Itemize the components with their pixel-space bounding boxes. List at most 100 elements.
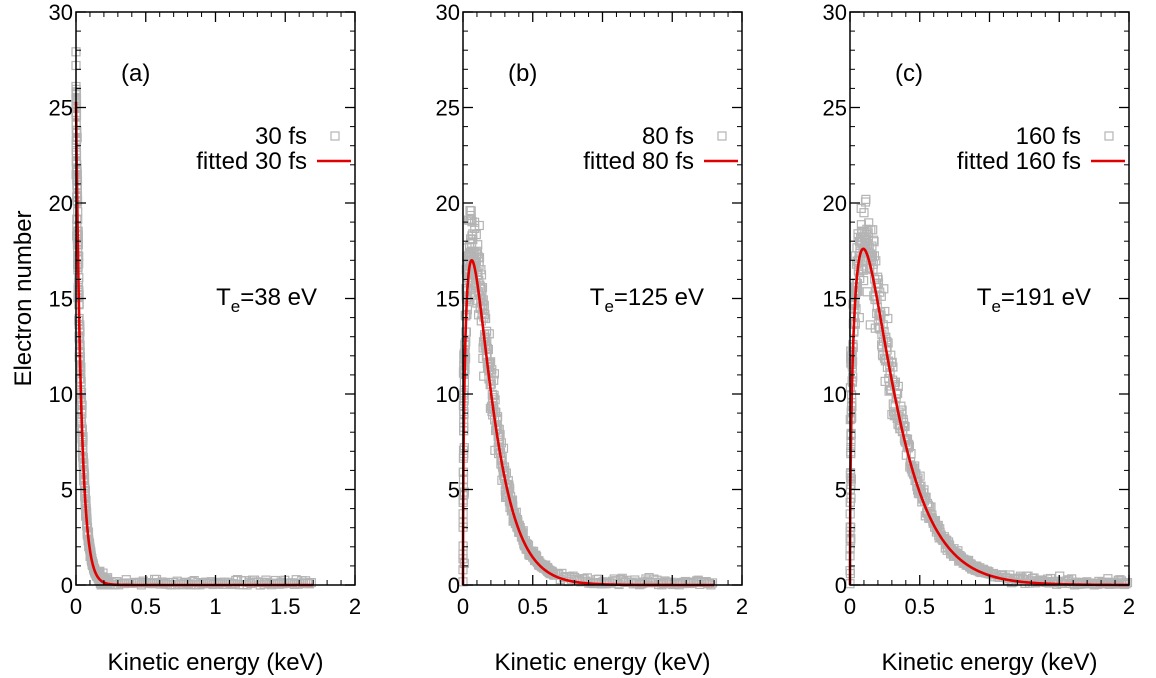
y-tick-label: 15 [823, 287, 847, 312]
data-point [883, 313, 893, 324]
x-tick-label: 1.5 [270, 594, 301, 619]
data-point [489, 369, 499, 379]
y-tick-label: 25 [49, 96, 73, 121]
data-point [707, 578, 718, 588]
x-axis-label: Kinetic energy (keV) [494, 649, 710, 676]
panel-label: (a) [121, 60, 150, 87]
data-point [476, 270, 487, 280]
x-tick-label: 0.5 [130, 594, 161, 619]
y-tick-label: 5 [835, 478, 847, 503]
data-point [853, 286, 863, 296]
data-point [474, 220, 484, 231]
y-tick-label: 30 [49, 0, 73, 25]
temperature-annotation: Te=125 eV [590, 284, 704, 316]
y-tick-label: 15 [436, 287, 460, 312]
y-tick-label: 25 [823, 96, 847, 121]
y-tick-label: 25 [436, 96, 460, 121]
data-point [476, 265, 486, 275]
panel-label: (c) [895, 60, 923, 87]
data-point [465, 215, 475, 225]
legend-marker [330, 131, 340, 141]
data-point [880, 306, 890, 317]
x-tick-label: 2 [1123, 594, 1135, 619]
data-point [306, 577, 316, 588]
y-tick-label: 20 [823, 191, 847, 216]
legend-marker [1104, 131, 1114, 141]
legend-label: fitted 80 fs [583, 148, 694, 175]
data-point [856, 220, 867, 230]
x-tick-label: 0 [844, 594, 856, 619]
data-point [485, 358, 495, 368]
y-tick-label: 30 [823, 0, 847, 25]
data-point [482, 343, 493, 353]
x-tick-label: 1.5 [1044, 594, 1075, 619]
y-tick-label: 0 [835, 573, 847, 598]
data-point [1122, 577, 1133, 588]
data-point [466, 214, 476, 224]
y-tick-label: 20 [49, 191, 73, 216]
legend-marker [717, 131, 727, 141]
legend-label: 30 fs [255, 123, 307, 150]
legend-label: fitted 30 fs [196, 148, 307, 175]
x-tick-label: 0 [70, 594, 82, 619]
y-tick-label: 10 [436, 382, 460, 407]
y-tick-label: 30 [436, 0, 460, 25]
data-point [859, 208, 869, 218]
temperature-annotation: Te=191 eV [977, 284, 1091, 316]
data-point [868, 225, 878, 235]
scatter-series [845, 194, 1133, 590]
y-tick-label: 5 [61, 478, 73, 503]
legend-label: 80 fs [642, 123, 694, 150]
x-tick-label: 0.5 [517, 594, 548, 619]
data-point [470, 217, 480, 227]
x-tick-label: 2 [736, 594, 748, 619]
data-point [848, 299, 858, 309]
scatter-series [458, 205, 718, 590]
y-tick-label: 20 [436, 191, 460, 216]
data-point [869, 237, 879, 247]
data-point [474, 253, 485, 263]
data-point [915, 471, 925, 481]
x-tick-label: 0 [457, 594, 469, 619]
data-point [879, 284, 889, 294]
x-tick-label: 2 [349, 594, 361, 619]
data-point [871, 256, 881, 266]
x-tick-label: 1 [983, 594, 995, 619]
data-point [473, 240, 483, 250]
data-point [861, 194, 871, 204]
x-tick-label: 1 [596, 594, 608, 619]
data-point [484, 329, 494, 339]
data-point [893, 381, 903, 391]
y-tick-label: 15 [49, 287, 73, 312]
y-tick-label: 0 [448, 573, 460, 598]
data-point [882, 336, 892, 346]
data-point [858, 276, 869, 286]
x-tick-label: 0.5 [904, 594, 935, 619]
legend-label: fitted 160 fs [957, 148, 1081, 175]
data-point [471, 230, 481, 240]
fitted-curve [848, 247, 1130, 587]
y-tick-label: 10 [823, 382, 847, 407]
y-tick-label: 0 [61, 573, 73, 598]
legend-label: 160 fs [1016, 123, 1081, 150]
x-axis-label: Kinetic energy (keV) [881, 649, 1097, 676]
data-point [846, 358, 856, 368]
data-point [858, 265, 869, 275]
data-point [865, 320, 875, 330]
y-tick-label: 10 [49, 382, 73, 407]
y-axis-label: Electron number [10, 210, 37, 386]
data-point [869, 251, 880, 261]
y-tick-label: 5 [448, 478, 460, 503]
data-point [649, 574, 659, 584]
data-point [472, 246, 483, 256]
